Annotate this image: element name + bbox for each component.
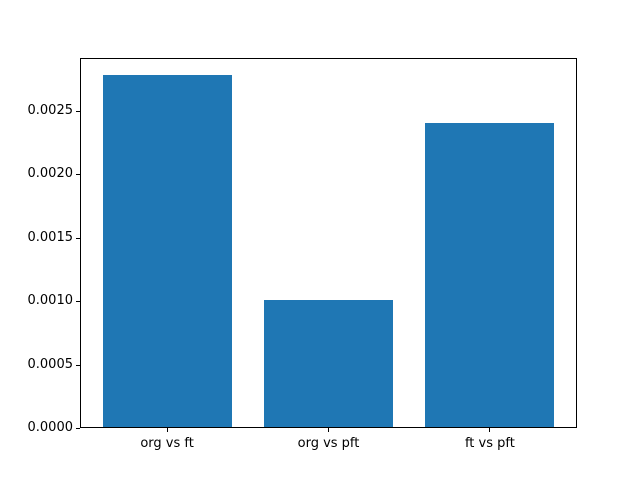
y-tick-label: 0.0015 xyxy=(27,229,74,245)
bar-ft-vs-pft xyxy=(425,123,555,427)
y-tick-label: 0.0020 xyxy=(27,166,74,182)
x-tick-label: org vs ft xyxy=(140,436,194,451)
y-tick-mark xyxy=(76,238,80,239)
x-tick-mark xyxy=(166,428,168,432)
y-tick-label: 0.0000 xyxy=(27,420,74,435)
x-tick-mark xyxy=(489,428,491,432)
x-tick-label: ft vs pft xyxy=(464,436,515,451)
y-tick-mark xyxy=(76,301,80,302)
y-tick-label: 0.0005 xyxy=(27,356,74,372)
y-tick-label: 0.0025 xyxy=(27,102,74,118)
y-tick-mark xyxy=(76,428,80,429)
y-tick-mark xyxy=(76,365,80,366)
y-tick-mark xyxy=(76,174,80,175)
bar-org-vs-pft xyxy=(264,299,394,427)
y-tick-mark xyxy=(76,111,80,112)
bar-org-vs-ft xyxy=(102,75,232,427)
x-tick-mark xyxy=(328,428,329,432)
y-tick-label: 0.0010 xyxy=(27,293,74,309)
x-tick-label: org vs pft xyxy=(297,436,360,451)
